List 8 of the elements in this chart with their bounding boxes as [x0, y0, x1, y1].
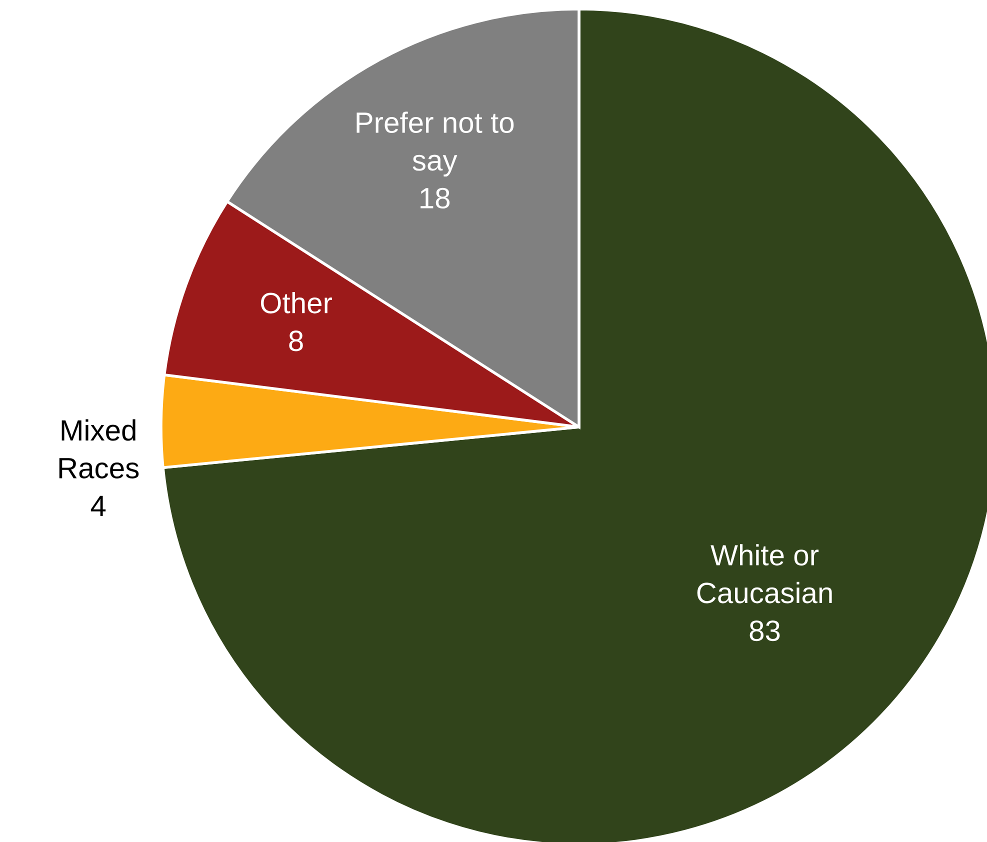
data-label: 18 [420, 188, 450, 209]
slice-label: White or Caucasian [697, 544, 832, 604]
data-label: 4 [90, 496, 106, 516]
data-label: 83 [750, 620, 780, 642]
data-label: 8 [289, 330, 303, 352]
slice-label: Mixed Races [59, 419, 139, 478]
slice-label: Prefer not to say [356, 112, 514, 177]
slice-label: Other [260, 292, 332, 314]
